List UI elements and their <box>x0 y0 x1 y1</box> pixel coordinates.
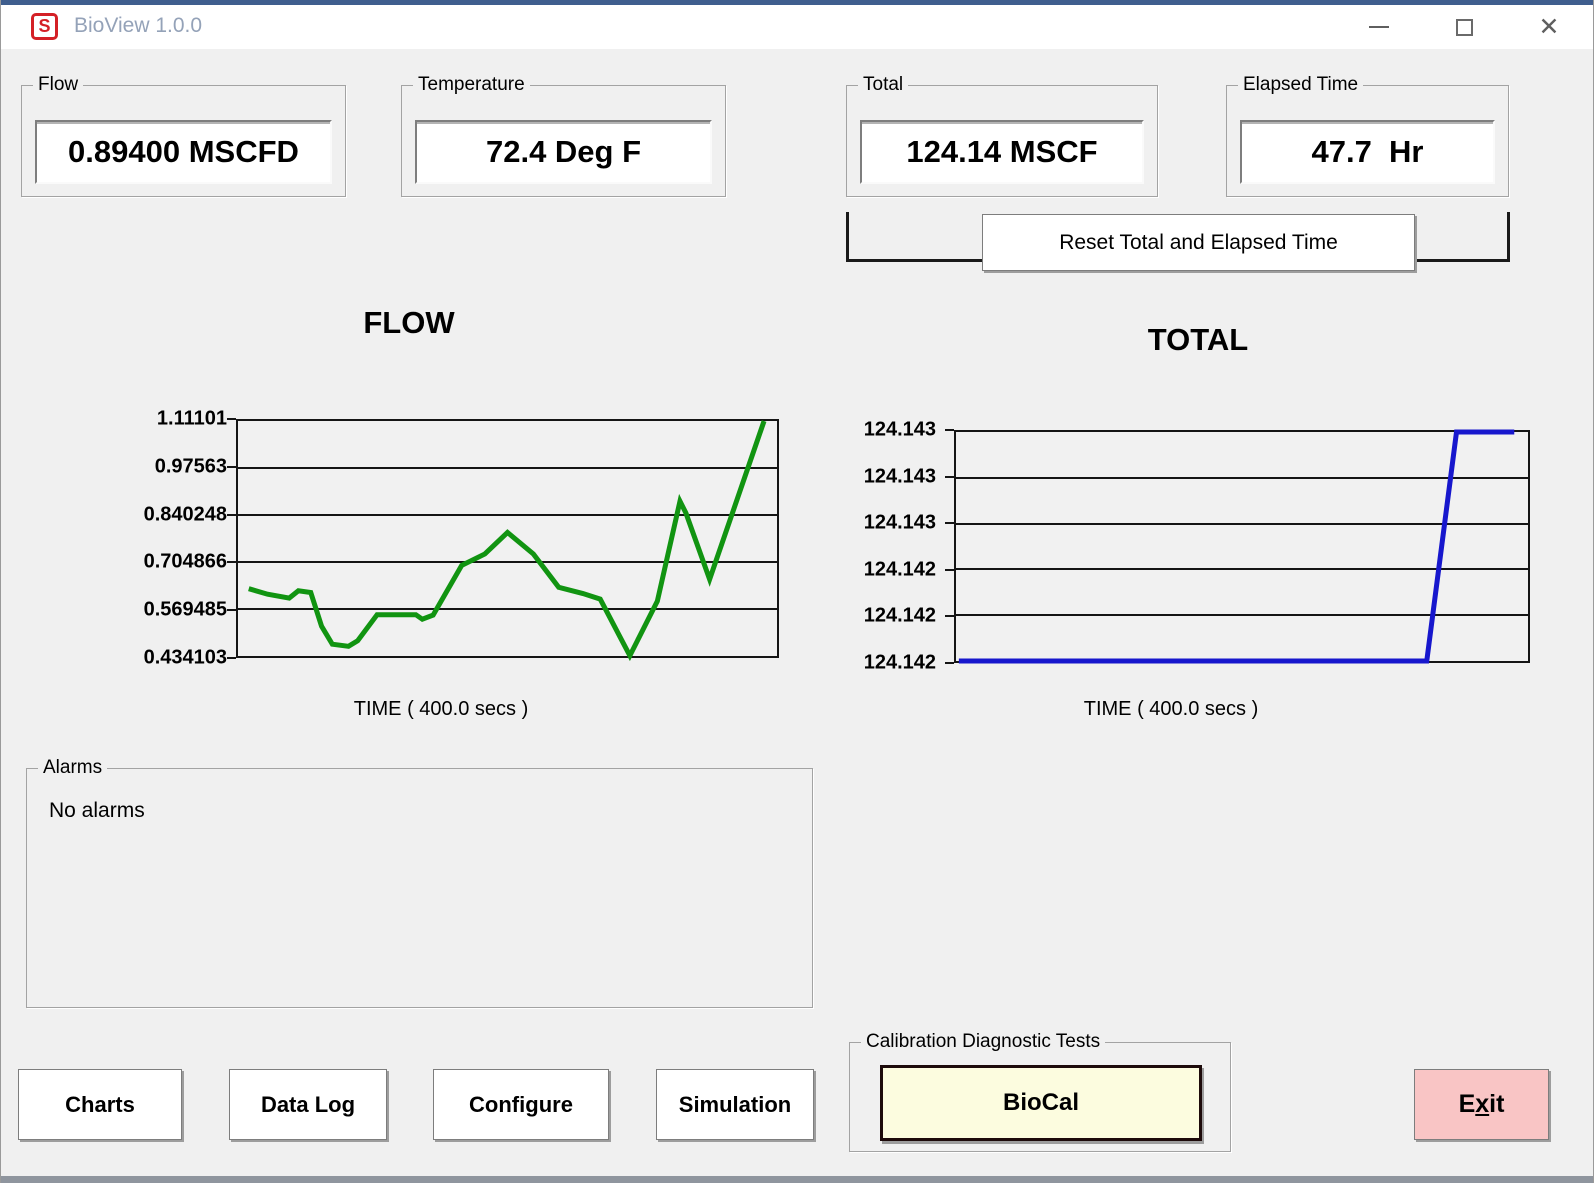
simulation-button[interactable]: Simulation <box>656 1069 814 1140</box>
total-value-display: 124.14 MSCF <box>860 120 1144 184</box>
close-button[interactable]: ✕ <box>1517 5 1581 49</box>
exit-label-pre: E <box>1458 1090 1476 1118</box>
exit-label-post: it <box>1489 1090 1505 1118</box>
total-chart-xlabel: TIME ( 400.0 secs ) <box>1083 698 1259 720</box>
window-top-accent <box>1 0 1593 5</box>
y-axis-tick-mark <box>945 475 954 478</box>
y-axis-tick-label: 124.143 <box>863 465 936 488</box>
y-axis-tick-mark <box>227 609 236 612</box>
y-axis-tick-mark <box>945 568 954 571</box>
alarms-groupbox: Alarms No alarms <box>26 757 813 1008</box>
configure-button[interactable]: Configure <box>433 1069 609 1140</box>
total-groupbox: Total 124.14 MSCF <box>846 74 1158 197</box>
y-axis-tick-mark <box>945 522 954 525</box>
y-axis-tick-label: 1.11101 <box>156 407 227 430</box>
y-axis-tick-mark <box>945 662 954 664</box>
chart-gridline <box>956 614 1528 617</box>
window-bottom-edge <box>1 1176 1593 1183</box>
y-axis-tick-label: 0.569485 <box>143 598 227 621</box>
y-axis-tick-mark <box>945 429 954 431</box>
flow-chart-plot <box>236 419 779 658</box>
total-chart-plot <box>954 430 1530 663</box>
chart-series-line <box>249 421 764 656</box>
chart-gridline <box>956 522 1528 525</box>
flow-group-label: Flow <box>33 74 84 96</box>
total-chart-title: TOTAL <box>1147 322 1249 357</box>
y-axis-tick-label: 124.142 <box>863 651 936 674</box>
y-axis-tick-label: 0.840248 <box>143 503 227 526</box>
chart-gridline <box>956 568 1528 571</box>
flow-chart-title: FLOW <box>363 305 455 340</box>
elapsed-time-groupbox: Elapsed Time 47.7 Hr <box>1226 74 1509 197</box>
y-axis-tick-label: 124.143 <box>863 418 936 441</box>
calibration-group-label: Calibration Diagnostic Tests <box>861 1031 1106 1053</box>
y-axis-tick-mark <box>227 657 236 659</box>
y-axis-tick-label: 0.434103 <box>143 646 227 669</box>
app-icon: S <box>31 13 58 40</box>
elapsed-time-value-display: 47.7 Hr <box>1240 120 1495 184</box>
maximize-icon <box>1455 18 1473 36</box>
maximize-button[interactable] <box>1432 5 1496 49</box>
minimize-button[interactable] <box>1347 5 1411 49</box>
flow-groupbox: Flow 0.89400 MSCFD <box>21 74 346 197</box>
chart-gridline <box>238 561 777 563</box>
y-axis-tick-label: 0.704866 <box>143 550 227 573</box>
flow-chart-ticks <box>227 418 236 659</box>
y-axis-tick-mark <box>227 465 236 468</box>
flow-value-display: 0.89400 MSCFD <box>35 120 332 184</box>
y-axis-tick-mark <box>227 513 236 516</box>
temperature-group-label: Temperature <box>413 74 530 96</box>
y-axis-tick-label: 124.142 <box>863 558 936 581</box>
total-chart-ylabels: 124.143 124.143 124.143 124.142 124.142 124.1… <box>810 419 936 674</box>
total-chart-ticks <box>945 429 954 664</box>
flow-chart-xlabel: TIME ( 400.0 secs ) <box>353 698 529 720</box>
title-bar: S BioView 1.0.0 ✕ <box>1 5 1593 49</box>
y-axis-tick-label: 124.143 <box>863 511 936 534</box>
chart-gridline <box>238 467 777 469</box>
chart-gridline <box>238 514 777 516</box>
y-axis-tick-mark <box>227 561 236 564</box>
temperature-groupbox: Temperature 72.4 Deg F <box>401 74 726 197</box>
chart-series-line <box>959 432 1514 661</box>
close-icon: ✕ <box>1538 12 1560 41</box>
total-group-label: Total <box>858 74 909 96</box>
y-axis-tick-label: 124.142 <box>863 604 936 627</box>
elapsed-time-group-label: Elapsed Time <box>1238 74 1364 96</box>
reset-total-button[interactable]: Reset Total and Elapsed Time <box>982 214 1415 271</box>
biocal-button[interactable]: BioCal <box>880 1065 1202 1141</box>
flow-chart-ylabels: 1.11101 0.97563 0.840248 0.704866 0.569485 0.… <box>101 408 227 669</box>
charts-button[interactable]: Charts <box>18 1069 182 1140</box>
alarms-group-label: Alarms <box>38 757 108 779</box>
minimize-icon <box>1369 26 1389 28</box>
y-axis-tick-label: 0.97563 <box>154 455 227 478</box>
window-title: BioView 1.0.0 <box>74 14 203 37</box>
y-axis-tick-mark <box>227 418 236 420</box>
alarms-message: No alarms <box>49 799 145 822</box>
exit-label-accelerator: x <box>1475 1090 1490 1118</box>
data-log-button[interactable]: Data Log <box>229 1069 387 1140</box>
temperature-value-display: 72.4 Deg F <box>415 120 712 184</box>
calibration-groupbox: Calibration Diagnostic Tests BioCal <box>849 1031 1231 1152</box>
y-axis-tick-mark <box>945 615 954 618</box>
chart-gridline <box>956 476 1528 479</box>
chart-gridline <box>238 608 777 610</box>
